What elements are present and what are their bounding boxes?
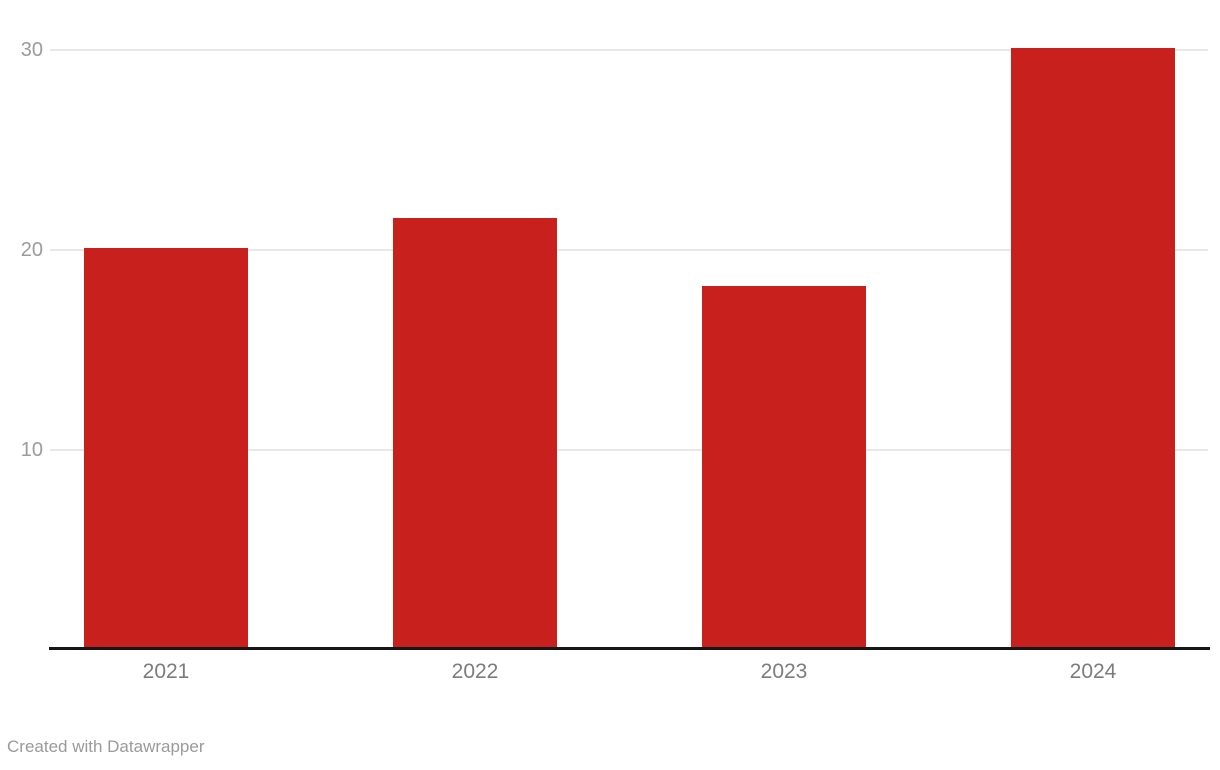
y-tick-label-10: 10	[20, 439, 43, 461]
gridline-30	[50, 49, 1208, 51]
bar-2024[interactable]	[1011, 48, 1175, 647]
gridline-20	[50, 249, 1208, 251]
y-tick-label-30: 30	[20, 39, 43, 61]
x-tick-label-2022: 2022	[451, 660, 499, 683]
bar-2023[interactable]	[702, 286, 866, 647]
x-tick-label-2021: 2021	[142, 660, 190, 683]
x-axis-line	[49, 647, 1210, 650]
y-tick-label-20: 20	[20, 239, 43, 261]
x-tick-label-2024: 2024	[1069, 660, 1117, 683]
bar-2021[interactable]	[84, 248, 248, 647]
gridline-10	[50, 449, 1208, 451]
x-tick-label-2023: 2023	[760, 660, 808, 683]
bar-2022[interactable]	[393, 218, 557, 647]
datawrapper-credit-link[interactable]: Created with Datawrapper	[7, 737, 205, 756]
